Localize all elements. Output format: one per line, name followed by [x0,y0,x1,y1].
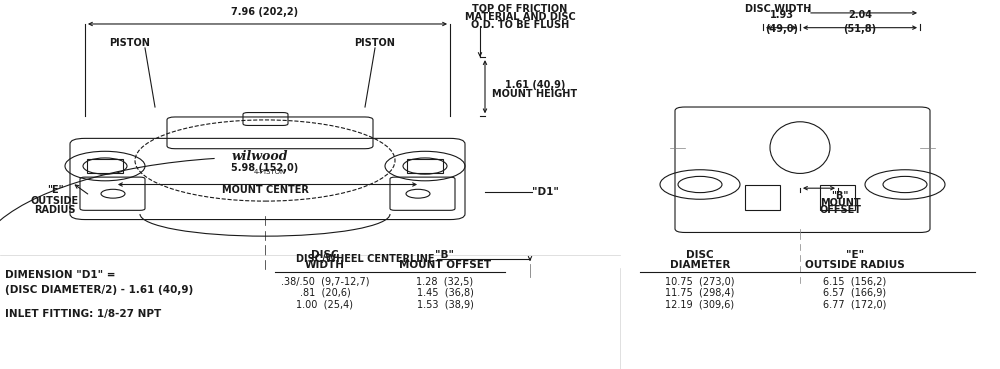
Text: 4-PISTON: 4-PISTON [254,169,286,175]
Text: O.D. TO BE FLUSH: O.D. TO BE FLUSH [471,20,569,31]
Text: 2.04: 2.04 [848,10,872,20]
Text: PISTON: PISTON [110,38,150,48]
Text: TOP OF FRICTION: TOP OF FRICTION [472,4,568,14]
Text: INLET FITTING: 1/8-27 NPT: INLET FITTING: 1/8-27 NPT [5,308,161,319]
Text: DIAMETER: DIAMETER [670,260,730,270]
Text: 1.61 (40,9): 1.61 (40,9) [505,80,565,90]
Text: .38/.50  (9,7-12,7): .38/.50 (9,7-12,7) [281,276,369,286]
Text: .81  (20,6): .81 (20,6) [300,288,350,298]
Text: 1.28  (32,5): 1.28 (32,5) [416,276,474,286]
Text: 1.45  (36,8): 1.45 (36,8) [417,288,473,298]
Text: PISTON: PISTON [355,38,395,48]
Text: MOUNT OFFSET: MOUNT OFFSET [399,260,491,270]
Text: 5.98 (152,0): 5.98 (152,0) [231,163,299,173]
Text: MOUNT HEIGHT: MOUNT HEIGHT [492,89,578,99]
Text: 1.93: 1.93 [770,10,794,20]
Text: 6.57  (166,9): 6.57 (166,9) [823,288,887,298]
Text: 11.75  (298,4): 11.75 (298,4) [665,288,735,298]
Text: MOUNT CENTER: MOUNT CENTER [222,184,308,194]
Text: DISC/WHEEL CENTERLINE: DISC/WHEEL CENTERLINE [296,254,435,265]
Text: 6.15  (156,2): 6.15 (156,2) [823,276,887,286]
Text: MOUNT: MOUNT [820,198,860,208]
Text: "B": "B" [436,250,454,260]
Text: DISC: DISC [311,250,339,260]
Text: DISC: DISC [686,250,714,260]
Text: (51,8): (51,8) [843,24,877,34]
Text: wilwood: wilwood [232,150,288,163]
Text: 10.75  (273,0): 10.75 (273,0) [665,276,735,286]
Text: (49,0): (49,0) [766,24,798,34]
Text: 1.53  (38,9): 1.53 (38,9) [417,300,473,310]
Text: OUTSIDE: OUTSIDE [31,196,79,206]
Text: DIMENSION "D1" =: DIMENSION "D1" = [5,270,116,280]
Text: OFFSET: OFFSET [819,205,861,215]
Text: (DISC DIAMETER/2) - 1.61 (40,9): (DISC DIAMETER/2) - 1.61 (40,9) [5,284,193,295]
Text: RADIUS: RADIUS [34,205,76,215]
Text: DISC WIDTH: DISC WIDTH [745,4,811,14]
Text: 7.96 (202,2): 7.96 (202,2) [231,7,299,17]
Text: 12.19  (309,6): 12.19 (309,6) [665,300,735,310]
Text: MATERIAL AND DISC: MATERIAL AND DISC [465,12,575,23]
Text: 1.00  (25,4): 1.00 (25,4) [296,300,354,310]
Text: "B": "B" [831,190,849,201]
Text: "E": "E" [47,185,63,195]
Text: 6.77  (172,0): 6.77 (172,0) [823,300,887,310]
Text: WIDTH: WIDTH [305,260,345,270]
Text: "E": "E" [846,250,864,260]
Text: OUTSIDE RADIUS: OUTSIDE RADIUS [805,260,905,270]
Text: "D1": "D1" [532,187,558,197]
